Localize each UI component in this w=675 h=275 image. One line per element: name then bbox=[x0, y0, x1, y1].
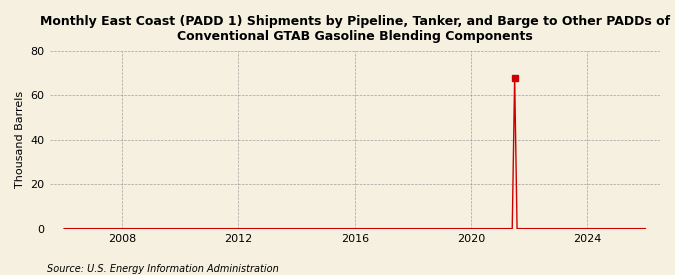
Y-axis label: Thousand Barrels: Thousand Barrels bbox=[15, 91, 25, 188]
Title: Monthly East Coast (PADD 1) Shipments by Pipeline, Tanker, and Barge to Other PA: Monthly East Coast (PADD 1) Shipments by… bbox=[40, 15, 670, 43]
Text: Source: U.S. Energy Information Administration: Source: U.S. Energy Information Administ… bbox=[47, 264, 279, 274]
